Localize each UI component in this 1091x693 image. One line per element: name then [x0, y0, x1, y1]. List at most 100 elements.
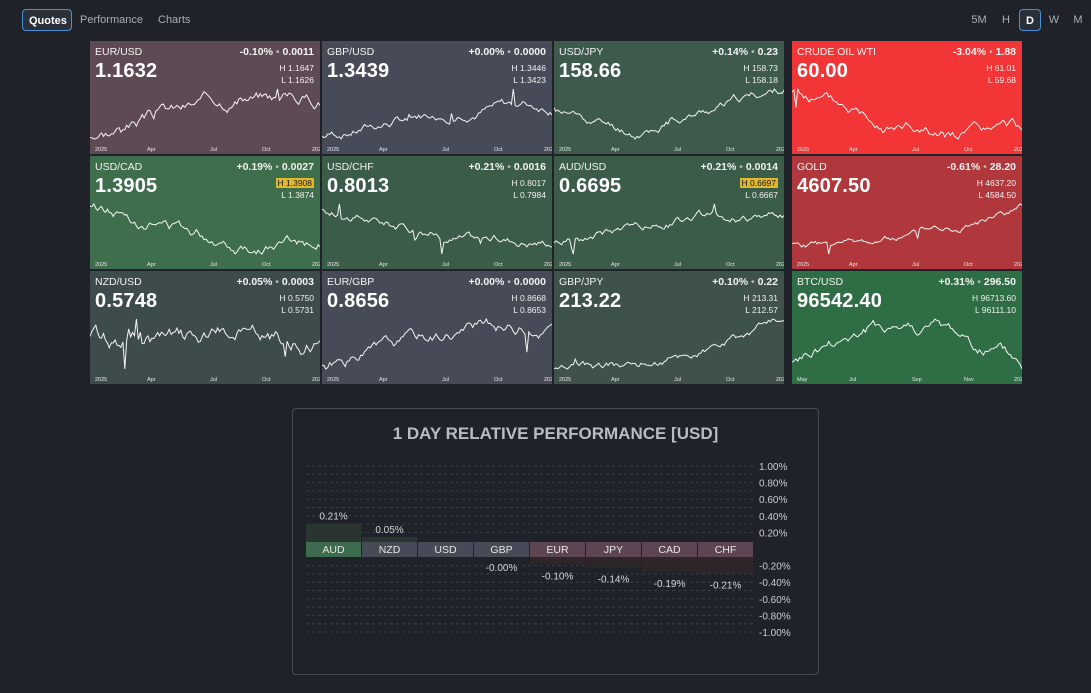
- quote-change-pct: -0.10%: [239, 46, 273, 58]
- category-box: [530, 542, 585, 557]
- sparkline-axis-label: Apr: [611, 147, 620, 153]
- quote-change-abs: 0.0014: [745, 161, 778, 173]
- quote-high: H 4637.20: [977, 178, 1016, 188]
- quote-change: -0.61% • 28.20: [947, 161, 1016, 173]
- sparkline-axis-label: Oct: [964, 147, 973, 153]
- quote-change: +0.19% • 0.0027: [236, 161, 314, 173]
- sparkline-axis-label: 2025: [559, 377, 572, 383]
- quote-low: L 1.1626: [281, 75, 314, 85]
- quote-high-value: H 1.1647: [279, 63, 315, 73]
- quote-change-abs: 0.0016: [513, 161, 546, 173]
- top-toolbar: Quotes Performance Charts 5M H D W M: [0, 0, 1091, 40]
- sparkline-axis-label: Apr: [379, 147, 388, 153]
- quote-price: 0.5748: [95, 290, 158, 312]
- performance-bar: [698, 557, 753, 574]
- quote-symbol: AUD/USD: [559, 161, 607, 173]
- quote-tile[interactable]: USD/CAD +0.19% • 0.0027 1.3905 H 1.3908 L 1.…: [90, 156, 320, 269]
- timeframe-w[interactable]: W: [1044, 9, 1064, 31]
- category-label: AUD: [322, 544, 345, 556]
- quote-symbol: GBP/USD: [327, 46, 375, 58]
- category-box: [586, 542, 641, 557]
- quote-tile[interactable]: BTC/USD +0.31% • 296.50 96542.40 H 96713.60…: [792, 271, 1022, 384]
- sparkline-axis-label: Oct: [726, 377, 735, 383]
- performance-bar: [530, 557, 585, 565]
- separator-dot: •: [986, 46, 996, 58]
- separator-dot: •: [272, 276, 282, 288]
- quote-change: +0.14% • 0.23: [712, 46, 778, 58]
- sparkline-path: [792, 203, 1022, 255]
- quote-tile[interactable]: GOLD -0.61% • 28.20 4607.50 H 4637.20 L 4584…: [792, 156, 1022, 269]
- sparkline-path: [554, 88, 784, 140]
- sparkline-axis-label: Jul: [674, 262, 682, 268]
- sparkline-axis-label: 2025: [797, 262, 810, 268]
- quote-high-value: H 0.8017: [511, 178, 547, 188]
- sparkline-axis-label: 2026: [1014, 377, 1022, 383]
- tab-quotes[interactable]: Quotes: [22, 9, 72, 31]
- quote-tile[interactable]: CRUDE OIL WTI -3.04% • 1.88 60.00 H 61.01 L …: [792, 41, 1022, 154]
- performance-bar: [306, 523, 361, 542]
- timeframe-5m[interactable]: 5M: [967, 9, 991, 31]
- quote-low: L 0.6667: [745, 190, 778, 200]
- sparkline-axis-label: Oct: [726, 147, 735, 153]
- tab-quotes-label: Quotes: [29, 15, 67, 27]
- timeframe-h-label: H: [1002, 14, 1010, 26]
- timeframe-m-label: M: [1073, 14, 1083, 26]
- timeframe-h[interactable]: H: [996, 9, 1016, 31]
- tab-charts[interactable]: Charts: [152, 9, 196, 31]
- separator-dot: •: [272, 46, 283, 58]
- sparkline-axis-label: Nov: [964, 377, 974, 383]
- quote-high: H 0.8017: [512, 178, 547, 188]
- sparkline-axis-label: Jul: [442, 147, 450, 153]
- sparkline-axis-label: Apr: [147, 262, 156, 268]
- sparkline-axis-label: Oct: [494, 147, 503, 153]
- quote-tile[interactable]: EUR/USD -0.10% • 0.0011 1.1632 H 1.1647 L 1.…: [90, 41, 320, 154]
- separator-dot: •: [504, 161, 514, 173]
- y-tick-label: -0.60%: [759, 595, 791, 606]
- quote-high-value: H 61.01: [986, 63, 1016, 73]
- timeframe-m[interactable]: M: [1068, 9, 1088, 31]
- quote-high: H 213.31: [744, 293, 779, 303]
- value-label: -0.19%: [654, 579, 686, 590]
- quote-change-abs: 0.22: [757, 276, 778, 288]
- quote-change-abs: 0.0027: [281, 161, 314, 173]
- quote-tile[interactable]: NZD/USD +0.05% • 0.0003 0.5748 H 0.5750 L 0.…: [90, 271, 320, 384]
- quote-sparkline: [322, 88, 552, 140]
- performance-title: 1 DAY RELATIVE PERFORMANCE [USD]: [392, 424, 719, 443]
- quote-change: +0.21% • 0.0016: [468, 161, 546, 173]
- quote-change-pct: +0.10%: [712, 276, 749, 288]
- quote-tile[interactable]: USD/JPY +0.14% • 0.23 158.66 H 158.73 L 158.…: [554, 41, 784, 154]
- category-label: USD: [434, 544, 457, 556]
- quote-low: L 1.3423: [513, 75, 546, 85]
- category-box: [362, 542, 417, 557]
- sparkline-axis-label: 2026: [776, 262, 784, 268]
- quote-sparkline: [90, 88, 320, 140]
- value-label: -0.21%: [710, 580, 742, 591]
- sparkline-axis-label: Jul: [674, 377, 682, 383]
- quote-tile[interactable]: GBP/USD +0.00% • 0.0000 1.3439 H 1.3446 L 1.…: [322, 41, 552, 154]
- timeframe-d[interactable]: D: [1019, 9, 1041, 31]
- quote-high: H 0.5750: [280, 293, 315, 303]
- sparkline-axis-label: 2026: [1014, 147, 1022, 153]
- quote-price: 0.6695: [559, 175, 622, 197]
- quote-high: H 1.1647: [280, 63, 315, 73]
- tab-performance[interactable]: Performance: [74, 9, 149, 31]
- quote-tile[interactable]: GBP/JPY +0.10% • 0.22 213.22 H 213.31 L 212.…: [554, 271, 784, 384]
- quote-low: L 96111.10: [975, 305, 1016, 315]
- value-label: 0.05%: [375, 525, 403, 536]
- quote-price: 0.8656: [327, 290, 390, 312]
- quote-change-pct: +0.31%: [938, 276, 975, 288]
- sparkline-axis-label: Oct: [494, 262, 503, 268]
- sparkline-axis-label: Jul: [674, 147, 682, 153]
- quote-tile[interactable]: AUD/USD +0.21% • 0.0014 0.6695 H 0.6697 L 0.…: [554, 156, 784, 269]
- sparkline-axis-label: Jul: [912, 262, 920, 268]
- category-label: CAD: [658, 544, 681, 556]
- value-label: -0.14%: [598, 575, 630, 586]
- quote-high-value: H 213.31: [743, 293, 779, 303]
- quote-sparkline: [554, 318, 784, 370]
- quote-tile[interactable]: EUR/GBP +0.00% • 0.0000 0.8656 H 0.8668 L 0.…: [322, 271, 552, 384]
- quote-change-abs: 1.88: [995, 46, 1016, 58]
- sparkline-path: [322, 317, 552, 370]
- timeframe-5m-label: 5M: [971, 14, 987, 26]
- quote-change: +0.00% • 0.0000: [468, 46, 546, 58]
- quote-tile[interactable]: USD/CHF +0.21% • 0.0016 0.8013 H 0.8017 L 0.…: [322, 156, 552, 269]
